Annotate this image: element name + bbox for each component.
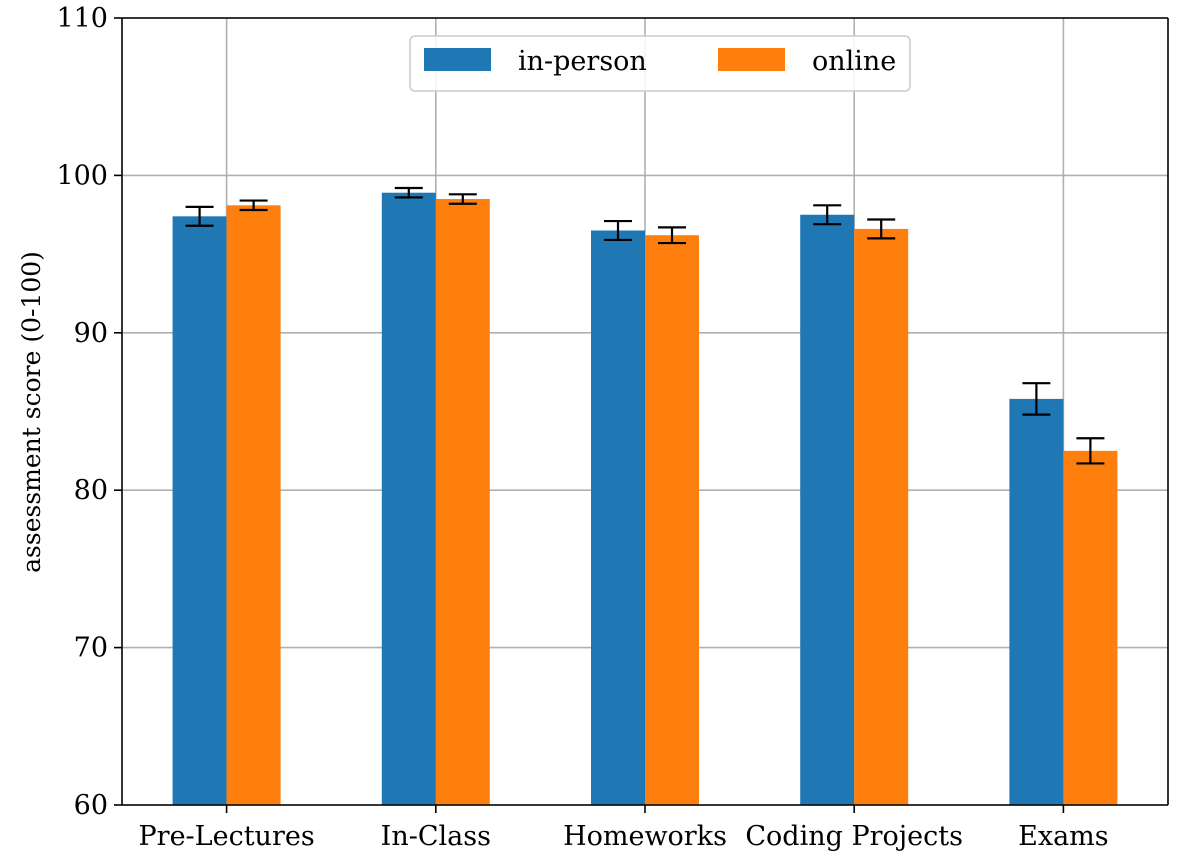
bar-online: [1063, 450, 1118, 805]
y-tick-label: 80: [74, 475, 108, 506]
x-tick-label: Exams: [1018, 821, 1109, 852]
y-axis-title: assessment score (0-100): [17, 251, 46, 573]
bar-online: [226, 205, 281, 805]
bar-in-person: [1009, 398, 1064, 805]
y-tick-label: 60: [74, 790, 108, 821]
ticks-layer: 60 70 80 90 100 110 Pre-Lectures In-Class Homewo…: [56, 3, 1108, 852]
legend: in-person online: [409, 35, 911, 92]
legend-swatch-online: [718, 48, 785, 71]
bars-layer: [172, 192, 1118, 806]
y-tick-label: 90: [74, 318, 108, 349]
bar-in-person: [800, 214, 855, 805]
bar-online: [645, 235, 699, 805]
legend-swatch-in-person: [424, 48, 491, 71]
y-tick-label: 110: [56, 3, 108, 34]
x-tick-label: Homeworks: [563, 821, 727, 852]
legend-label-online: online: [812, 46, 896, 77]
x-tick-label: Coding Projects: [745, 821, 963, 852]
x-tick-label: In-Class: [381, 821, 491, 852]
y-tick-label: 70: [74, 633, 108, 664]
y-tick-label: 100: [56, 160, 108, 191]
x-tick-label: Pre-Lectures: [139, 821, 315, 852]
legend-label-in-person: in-person: [518, 46, 647, 77]
bar-online: [854, 228, 909, 805]
bar-in-person: [172, 216, 227, 806]
bar-in-person: [381, 192, 436, 806]
axes-layer: [121, 17, 1169, 806]
bar-in-person: [591, 230, 645, 806]
error-bars-layer: [185, 186, 1105, 465]
bar-online: [435, 199, 490, 805]
